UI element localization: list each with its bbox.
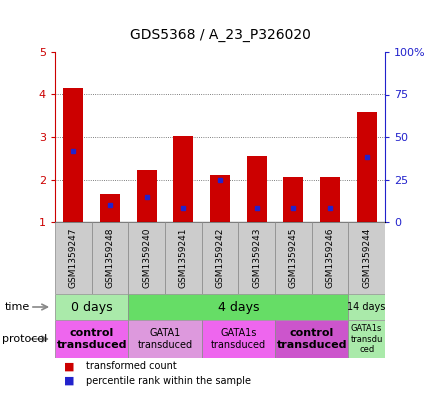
Text: GDS5368 / A_23_P326020: GDS5368 / A_23_P326020 (129, 28, 311, 42)
Text: GSM1359244: GSM1359244 (362, 228, 371, 288)
Text: GSM1359242: GSM1359242 (216, 228, 224, 288)
Text: GSM1359247: GSM1359247 (69, 228, 78, 288)
Text: 4 days: 4 days (218, 301, 259, 314)
Text: GSM1359240: GSM1359240 (142, 228, 151, 288)
Bar (55, 294, 128, 320)
Text: protocol: protocol (2, 334, 47, 344)
Bar (100, 195, 120, 222)
Text: transformed count: transformed count (86, 362, 176, 371)
Text: percentile rank within the sample: percentile rank within the sample (86, 375, 251, 386)
Text: GSM1359248: GSM1359248 (106, 228, 114, 288)
Text: 14 days: 14 days (348, 302, 386, 312)
Bar (55, 222, 92, 294)
Text: 0 days: 0 days (71, 301, 113, 314)
Text: GATA1s
transduced: GATA1s transduced (211, 328, 266, 350)
Bar (210, 175, 230, 222)
Bar (312, 222, 348, 294)
Bar (238, 222, 275, 294)
Bar (165, 222, 202, 294)
Bar (173, 136, 194, 222)
Text: GSM1359243: GSM1359243 (252, 228, 261, 288)
Bar (202, 320, 275, 358)
Text: time: time (5, 302, 30, 312)
Bar (55, 320, 128, 358)
Bar (348, 294, 385, 320)
Text: ■: ■ (64, 362, 74, 371)
Bar (128, 222, 165, 294)
Text: GSM1359241: GSM1359241 (179, 228, 188, 288)
Text: control
transduced: control transduced (276, 328, 347, 350)
Text: GATA1s
transdu
ced: GATA1s transdu ced (351, 324, 383, 354)
Bar (356, 112, 377, 222)
Text: GATA1
transduced: GATA1 transduced (137, 328, 193, 350)
Bar (92, 222, 128, 294)
Bar (275, 320, 348, 358)
Bar (202, 222, 238, 294)
Bar (348, 222, 385, 294)
Text: ■: ■ (64, 375, 74, 386)
Bar (275, 222, 312, 294)
Bar (128, 320, 202, 358)
Bar (283, 177, 304, 222)
Text: GSM1359246: GSM1359246 (326, 228, 334, 288)
Bar (320, 177, 340, 222)
Bar (128, 294, 348, 320)
Bar (246, 156, 267, 222)
Bar (348, 320, 385, 358)
Bar (136, 170, 157, 222)
Text: GSM1359245: GSM1359245 (289, 228, 298, 288)
Bar (63, 88, 84, 222)
Text: control
transduced: control transduced (56, 328, 127, 350)
